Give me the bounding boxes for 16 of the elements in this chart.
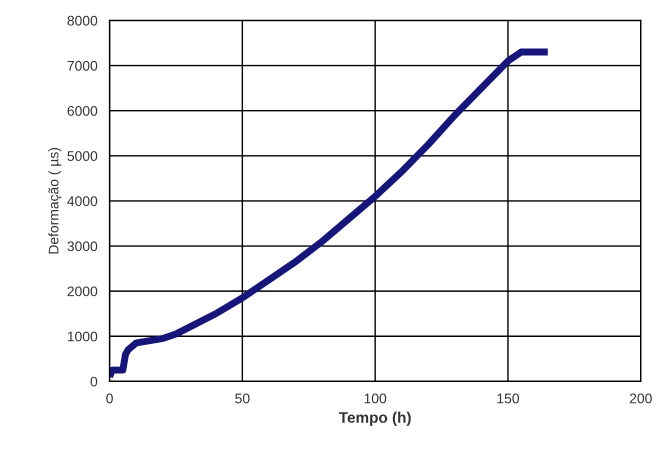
y-tick-label: 8000	[67, 16, 98, 26]
x-tick-label: 200	[630, 394, 652, 404]
y-tick-label: 7000	[68, 60, 98, 71]
y-tick-label: 5000	[67, 151, 98, 161]
y-tick-label: 3000	[67, 241, 98, 252]
x-tick-label: 50	[235, 394, 250, 404]
y-tick-label: 6000	[68, 106, 98, 116]
x-tick-label: 0	[106, 394, 113, 404]
y-tick-label: 4000	[67, 196, 98, 206]
x-axis-title: Tempo (h)	[338, 412, 411, 426]
x-tick-label: 150	[497, 394, 520, 404]
y-axis-title: Deformação ( µs)	[48, 148, 62, 254]
y-tick-label: 0	[90, 376, 98, 387]
y-tick-label: 2000	[68, 286, 98, 296]
x-tick-label: 100	[364, 394, 386, 404]
y-tick-label: 1000	[68, 332, 98, 342]
